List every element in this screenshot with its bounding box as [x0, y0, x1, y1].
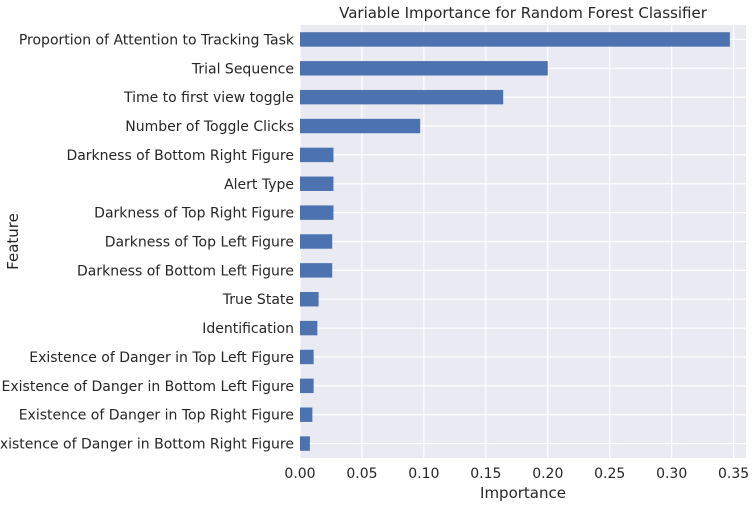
y-tick-label: Darkness of Top Right Figure — [94, 206, 294, 222]
y-tick-label: Alert Type — [224, 177, 294, 193]
y-tick-labels: Proportion of Attention to Tracking Task… — [0, 32, 295, 452]
chart-title: Variable Importance for Random Forest Cl… — [339, 4, 708, 22]
y-tick-label: Trial Sequence — [191, 61, 294, 77]
x-tick-label: 0.15 — [470, 466, 501, 482]
bar — [300, 147, 334, 163]
y-tick-label: Time to first view toggle — [123, 90, 294, 106]
y-tick-label: Existence of Danger in Bottom Right Figu… — [0, 437, 294, 453]
bars — [300, 32, 730, 451]
x-tick-label: 0.30 — [656, 466, 687, 482]
x-tick-label: 0.25 — [594, 466, 625, 482]
x-tick-label: 0.05 — [346, 466, 377, 482]
y-tick-label: Proportion of Attention to Tracking Task — [19, 32, 295, 48]
bar — [300, 118, 421, 134]
y-tick-label: Identification — [202, 321, 294, 337]
y-tick-label: Existence of Danger in Top Right Figure — [19, 408, 294, 424]
bar — [300, 234, 333, 249]
x-tick-label: 0.00 — [284, 466, 315, 482]
y-tick-label: Darkness of Bottom Left Figure — [77, 263, 294, 279]
bar — [300, 436, 310, 451]
bar — [300, 61, 548, 76]
x-tick-label: 0.35 — [718, 466, 749, 482]
y-tick-label: True State — [222, 292, 294, 308]
x-tick-labels: 0.00 0.05 0.10 0.15 0.20 0.25 0.30 0.35 — [284, 466, 749, 482]
bar — [300, 292, 319, 307]
x-tick-label: 0.20 — [532, 466, 563, 482]
bar — [300, 320, 318, 336]
y-tick-label: Existence of Danger in Bottom Left Figur… — [2, 379, 294, 395]
x-axis-label: Importance — [480, 484, 566, 502]
y-tick-label: Darkness of Top Left Figure — [105, 235, 294, 251]
x-tick-label: 0.10 — [408, 466, 439, 482]
bar — [300, 89, 504, 105]
y-tick-label: Number of Toggle Clicks — [125, 119, 294, 135]
bar — [300, 176, 334, 191]
bar — [300, 407, 313, 422]
y-axis-label: Feature — [4, 213, 22, 270]
bar — [300, 349, 314, 365]
bar — [300, 32, 730, 47]
y-tick-label: Darkness of Bottom Right Figure — [66, 148, 294, 164]
bar — [300, 263, 333, 278]
bar — [300, 378, 314, 394]
y-tick-label: Existence of Danger in Top Left Figure — [29, 350, 294, 366]
bar — [300, 205, 334, 220]
